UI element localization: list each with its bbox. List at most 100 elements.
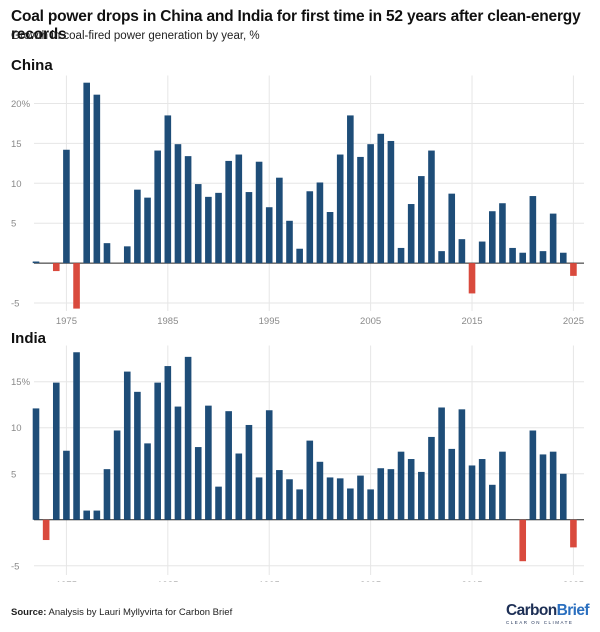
china-bar-1981: [123, 246, 131, 264]
india-bar-2007: [387, 469, 395, 520]
china-bar-2007: [387, 140, 395, 264]
china-bar-chart: -5 5 10 15 20% 1975 1985 1995 2005 2015 2025: [11, 75, 584, 327]
china-xtick-label: 1995: [259, 316, 280, 327]
india-bar-2003: [347, 488, 354, 520]
china-bar-1991: [225, 160, 232, 264]
china-xtick-label: 1985: [157, 316, 178, 327]
india-bar-1999: [306, 440, 314, 520]
india-bar-2008: [397, 451, 405, 520]
india-bar-2025: [570, 519, 577, 548]
china-bar-1996: [276, 177, 283, 264]
source-label: Source:: [11, 607, 47, 618]
india-chart-title: India: [11, 330, 47, 347]
india-bar-chart: -5 5 10 15% 1975 1985 1995 2005 2015 2025: [11, 345, 584, 582]
china-ytick-label: 10: [11, 179, 22, 190]
source-note: Source: Analysis by Lauri Myllyvirta for…: [11, 607, 232, 618]
china-bar-2017: [489, 211, 496, 264]
china-bar-1984: [154, 150, 161, 264]
india-bar-1991: [225, 411, 232, 520]
china-bar-1990: [215, 192, 222, 264]
india-bar-1980: [113, 430, 121, 520]
china-ytick-label: 15: [11, 139, 22, 150]
page-title: Coal power drops in China and India for …: [11, 8, 581, 43]
china-bar-2001: [326, 212, 334, 264]
china-bar-2012: [438, 251, 445, 264]
india-bar-1982: [134, 391, 141, 520]
china-bar-1993: [245, 192, 253, 264]
india-bar-1983: [144, 443, 151, 520]
china-bar-1972: [32, 261, 40, 264]
china-bar-2016: [478, 241, 486, 264]
india-bar-2021: [529, 430, 537, 520]
india-bar-2002: [336, 478, 344, 520]
china-bar-1985: [164, 115, 172, 264]
page-subtitle: Growth in coal-fired power generation by…: [11, 30, 260, 42]
china-bar-1974: [52, 263, 60, 272]
india-bar-1981: [123, 371, 131, 520]
india-bar-1974: [52, 382, 60, 520]
india-bar-1973: [42, 519, 50, 541]
china-bar-2009: [407, 204, 415, 264]
india-bar-2006: [377, 468, 385, 520]
china-bar-2000: [316, 182, 324, 264]
india-bar-1987: [184, 356, 192, 520]
india-bar-1995: [265, 410, 273, 520]
india-xtick-label: 1985: [157, 580, 178, 582]
china-bar-1976: [73, 263, 80, 309]
china-bar-2008: [397, 247, 405, 264]
logo-word-brief: Brief: [556, 602, 590, 619]
china-bar-2004: [357, 156, 364, 264]
india-ytick-label: 5: [11, 469, 16, 480]
india-bar-1993: [245, 424, 253, 520]
india-bar-2020: [519, 519, 527, 562]
china-bar-2003: [347, 115, 354, 264]
logo-tagline: CLEAR ON CLIMATE: [506, 620, 574, 625]
india-ytick-label: -5: [11, 561, 19, 572]
china-xtick-label: 2025: [563, 316, 584, 327]
india-xtick-label: 2005: [360, 580, 381, 582]
china-bar-1982: [134, 189, 141, 264]
india-bar-1976: [73, 352, 80, 520]
india-bar-2011: [428, 436, 435, 520]
china-ytick-label: -5: [11, 299, 19, 310]
china-bar-2025: [570, 263, 577, 276]
carbon-brief-logo: CarbonBrief CLEAR ON CLIMATE: [506, 603, 592, 627]
india-bar-2015: [468, 465, 476, 520]
china-bar-1988: [194, 184, 202, 264]
china-bar-2006: [377, 133, 385, 264]
china-bar-1992: [235, 154, 243, 264]
india-bar-1996: [276, 470, 283, 520]
china-bar-2020: [519, 252, 527, 264]
china-bar-1977: [83, 82, 90, 264]
india-bar-2010: [418, 471, 425, 520]
china-bar-1986: [174, 144, 182, 264]
india-bar-2009: [407, 459, 415, 520]
india-bar-2017: [489, 484, 496, 520]
india-bar-2012: [438, 407, 445, 520]
china-bar-2024: [559, 252, 567, 264]
source-text: Analysis by Lauri Myllyvirta for Carbon …: [46, 607, 233, 618]
india-bar-2022: [539, 454, 547, 520]
china-bar-1995: [265, 207, 273, 264]
china-bar-2019: [509, 247, 516, 264]
india-bar-1985: [164, 366, 172, 520]
china-bar-1999: [306, 191, 314, 264]
india-bar-2016: [478, 459, 486, 520]
china-bar-2018: [499, 203, 506, 264]
india-bar-1992: [235, 453, 243, 520]
india-bar-1988: [194, 447, 202, 520]
india-xtick-label: 1975: [56, 580, 77, 582]
india-bar-2005: [367, 489, 374, 520]
china-bar-1975: [63, 149, 70, 264]
india-bar-2023: [549, 451, 557, 520]
india-bar-2014: [458, 409, 466, 520]
china-bar-1994: [255, 161, 263, 264]
india-bar-1979: [103, 469, 111, 520]
india-bar-1975: [63, 450, 70, 520]
india-bar-2024: [559, 473, 567, 520]
china-bar-1987: [184, 156, 192, 264]
china-bar-2010: [418, 176, 425, 264]
logo-word-carbon: Carbon: [506, 602, 557, 619]
india-xtick-label: 2025: [563, 580, 584, 582]
china-ytick-label: 5: [11, 219, 16, 230]
